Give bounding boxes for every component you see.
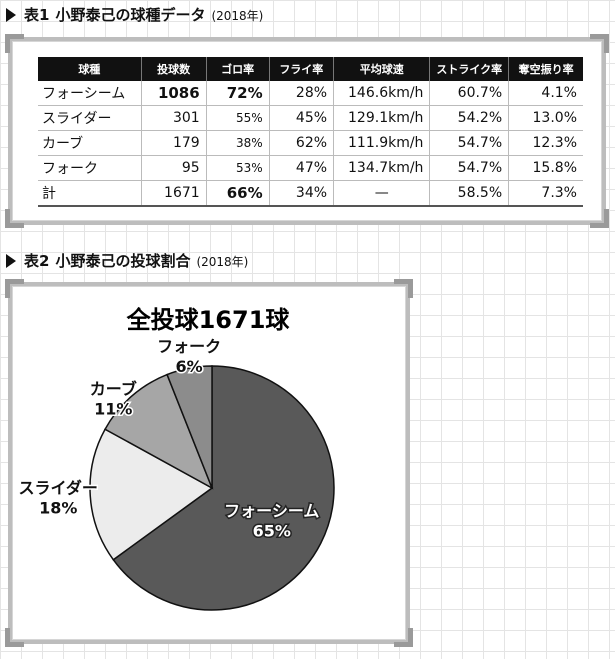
frame-corner	[394, 279, 413, 298]
cell-count: 95	[141, 155, 207, 181]
slice-value-0: 65%	[253, 521, 291, 540]
cell-speed: —	[333, 180, 431, 207]
slice-label-0: フォーシーム	[224, 501, 319, 520]
frame-corner	[590, 34, 609, 53]
table2-year: (2018年)	[196, 255, 249, 269]
cell-fly: 45%	[269, 105, 335, 131]
pie-slice-2	[104, 373, 214, 490]
table-row: フォーク 95 53% 47% 134.7km/h 54.7% 15.8%	[38, 155, 583, 181]
cell-ground: 55%	[206, 105, 270, 131]
pie-slices	[89, 365, 335, 611]
cell-ground: 72%	[206, 81, 270, 106]
slice-label-3: フォーク	[157, 337, 221, 356]
cell-speed: 111.9km/h	[333, 130, 431, 156]
cell-ground: 53%	[206, 155, 270, 181]
cell-pitch: フォーク	[38, 155, 142, 181]
header-speed: 平均球速	[333, 57, 431, 81]
cell-count: 1086	[141, 81, 207, 106]
frame-corner	[590, 209, 609, 228]
pie-chart-frame: 全投球1671球 フォーシーム 65% スライダー 18% カーブ 11% フォーク 6%	[5, 279, 413, 647]
frame-corner	[5, 34, 24, 53]
chart-title: 全投球1671球	[126, 306, 291, 334]
cell-fly: 34%	[269, 180, 335, 207]
header-whiff: 奪空振り率	[508, 57, 583, 81]
table-row: フォーシーム 1086 72% 28% 146.6km/h 60.7% 4.1%	[38, 81, 583, 106]
cell-count: 1671	[141, 180, 207, 207]
pitch-stats-table: 球種 投球数 ゴロ率 フライ率 平均球速 ストライク率 奪空振り率 フォーシーム…	[38, 57, 583, 207]
slice-label-2: カーブ	[90, 379, 137, 398]
slice-value-1: 18%	[39, 499, 77, 518]
cell-whiff: 4.1%	[508, 81, 583, 106]
frame-corner	[5, 209, 24, 228]
table1-title: 小野泰己の球種データ	[55, 6, 206, 24]
header-fly: フライ率	[269, 57, 335, 81]
header-pitch: 球種	[38, 57, 142, 81]
header-ground: ゴロ率	[206, 57, 270, 81]
frame-corner	[5, 279, 24, 298]
header-strike: ストライク率	[429, 57, 510, 81]
triangle-marker-icon	[6, 8, 16, 22]
cell-strike: 60.7%	[429, 81, 510, 106]
cell-ground: 38%	[206, 130, 270, 156]
cell-pitch: フォーシーム	[38, 81, 142, 106]
cell-whiff: 13.0%	[508, 105, 583, 131]
cell-strike: 54.2%	[429, 105, 510, 131]
cell-whiff: 15.8%	[508, 155, 583, 181]
table2-title: 小野泰己の投球割合	[55, 252, 191, 270]
cell-pitch: 計	[38, 180, 142, 207]
slice-value-3: 6%	[176, 357, 203, 376]
table-row: スライダー 301 55% 45% 129.1km/h 54.2% 13.0%	[38, 105, 583, 131]
table2-label: 表2	[24, 252, 50, 270]
cell-strike: 54.7%	[429, 130, 510, 156]
triangle-marker-icon	[6, 254, 16, 268]
cell-whiff: 12.3%	[508, 130, 583, 156]
cell-fly: 28%	[269, 81, 335, 106]
cell-pitch: カーブ	[38, 130, 142, 156]
header-count: 投球数	[141, 57, 207, 81]
cell-fly: 62%	[269, 130, 335, 156]
cell-fly: 47%	[269, 155, 335, 181]
cell-count: 301	[141, 105, 207, 131]
cell-speed: 134.7km/h	[333, 155, 431, 181]
table-row: カーブ 179 38% 62% 111.9km/h 54.7% 12.3%	[38, 130, 583, 156]
slice-value-2: 11%	[94, 399, 132, 418]
cell-strike: 58.5%	[429, 180, 510, 207]
frame-corner	[394, 628, 413, 647]
table1-year: (2018年)	[211, 9, 264, 23]
cell-ground: 66%	[206, 180, 270, 207]
pie-slice-3	[166, 365, 213, 489]
table1-heading: 表1 小野泰己の球種データ (2018年)	[6, 4, 263, 25]
table1-frame: 球種 投球数 ゴロ率 フライ率 平均球速 ストライク率 奪空振り率 フォーシーム…	[5, 34, 609, 228]
cell-strike: 54.7%	[429, 155, 510, 181]
slice-label-1: スライダー	[19, 479, 98, 498]
table-row-total: 計 1671 66% 34% — 58.5% 7.3%	[38, 180, 583, 207]
cell-whiff: 7.3%	[508, 180, 583, 207]
cell-speed: 129.1km/h	[333, 105, 431, 131]
table-header-row: 球種 投球数 ゴロ率 フライ率 平均球速 ストライク率 奪空振り率	[38, 57, 583, 81]
pie-slice-1	[89, 428, 214, 561]
cell-count: 179	[141, 130, 207, 156]
pie-slice-0	[112, 365, 335, 611]
cell-pitch: スライダー	[38, 105, 142, 131]
cell-speed: 146.6km/h	[333, 81, 431, 106]
frame-corner	[5, 628, 24, 647]
table1-label: 表1	[24, 6, 50, 24]
table2-heading: 表2 小野泰己の投球割合 (2018年)	[6, 250, 248, 271]
